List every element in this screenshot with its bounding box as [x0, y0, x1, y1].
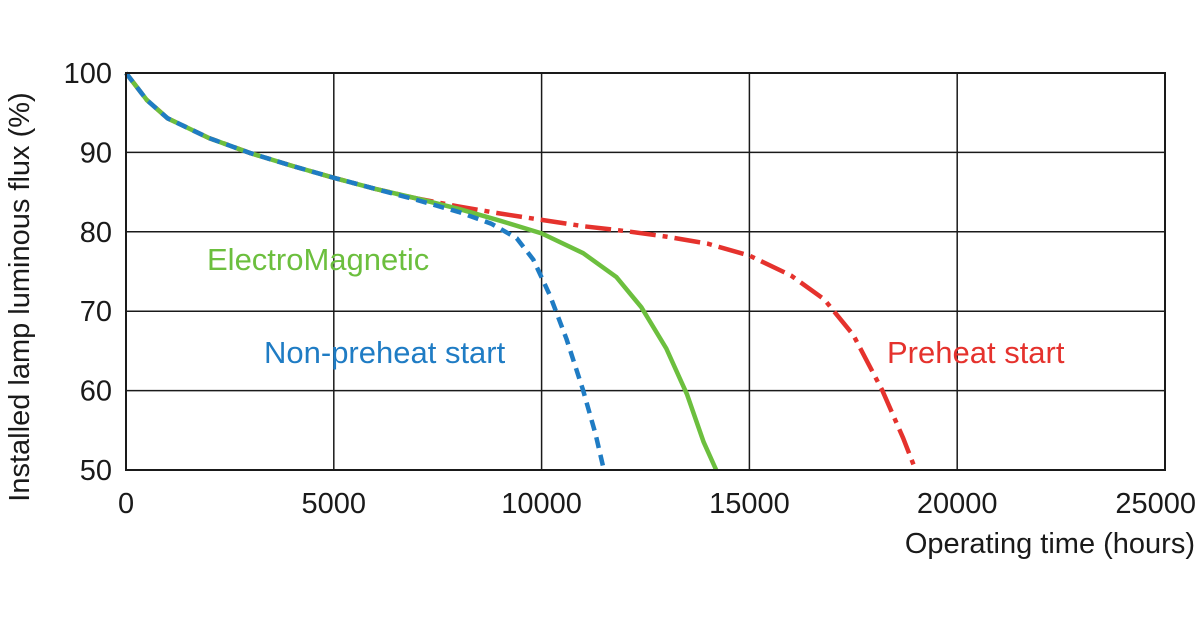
series-label-electromagnetic: ElectroMagnetic [207, 242, 429, 277]
series-label-non-preheat-start: Non-preheat start [264, 335, 506, 370]
y-tick-label: 70 [80, 296, 112, 328]
y-tick-label: 100 [64, 58, 112, 90]
series-line-non-preheat-start [124, 71, 607, 471]
series-lines [124, 71, 918, 471]
x-tick-label: 25000 [1115, 488, 1196, 520]
y-tick-label: 60 [80, 376, 112, 408]
y-tick-label: 80 [80, 217, 112, 249]
series-label-preheat-start: Preheat start [887, 335, 1065, 370]
x-axis-title: Operating time (hours) [905, 528, 1195, 560]
x-tick-labels: 0 5000 10000 15000 20000 25000 [118, 488, 1196, 520]
x-tick-label: 10000 [501, 488, 582, 520]
y-tick-label: 90 [80, 137, 112, 169]
plot-frame [125, 72, 1166, 471]
y-axis-title: Installed lamp luminous flux (%) [4, 92, 36, 501]
x-tick-label: 15000 [709, 488, 790, 520]
x-tick-label: 5000 [302, 488, 367, 520]
x-tick-label: 0 [118, 488, 134, 520]
x-tick-label: 20000 [917, 488, 998, 520]
y-tick-labels: 50 60 70 80 90 100 [64, 58, 112, 487]
y-tick-label: 50 [80, 455, 112, 487]
